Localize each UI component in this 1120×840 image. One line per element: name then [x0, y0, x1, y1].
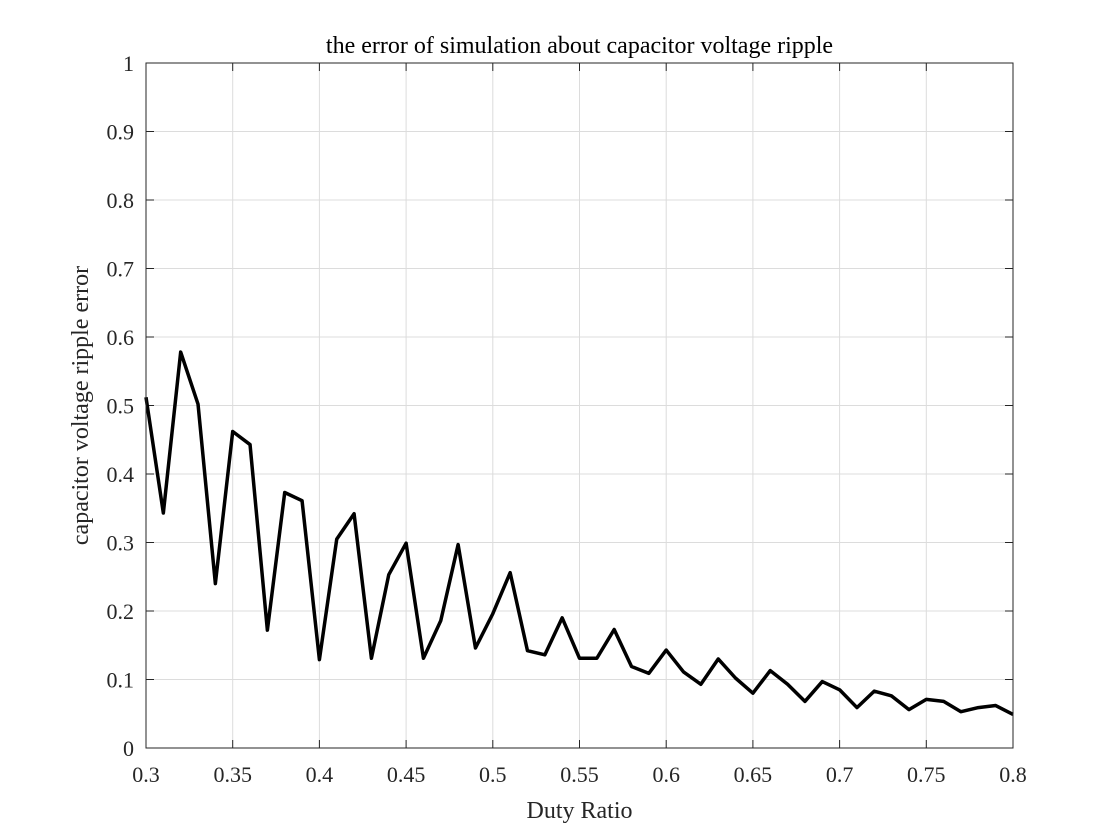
y-tick-label: 1 [123, 51, 134, 76]
x-tick-label: 0.65 [734, 762, 773, 787]
y-tick-label: 0.6 [107, 325, 135, 350]
series-line [144, 350, 1014, 716]
x-tick-label: 0.75 [907, 762, 946, 787]
x-tick-labels: 0.3 0.35 0.4 0.45 0.5 0.55 0.6 0.65 0.7 0.75 0.8 [132, 762, 1027, 787]
x-tick-label: 0.8 [999, 762, 1027, 787]
axes-box [145, 62, 1014, 749]
y-tick-label: 0.1 [107, 668, 135, 693]
grid [145, 62, 1014, 749]
x-axis-label: Duty Ratio [527, 798, 633, 824]
y-tick-label: 0.5 [107, 394, 135, 419]
y-tick-labels: 0 0.1 0.2 0.3 0.4 0.5 0.6 0.7 0.8 0.9 1 [107, 51, 135, 761]
chart-title: the error of simulation about capacitor … [326, 33, 833, 59]
y-tick-label: 0.4 [107, 462, 135, 487]
y-tick-label: 0.8 [107, 188, 135, 213]
y-tick-label: 0 [123, 736, 134, 761]
x-tick-label: 0.7 [826, 762, 854, 787]
y-tick-label: 0.9 [107, 120, 135, 145]
x-tick-label: 0.35 [213, 762, 252, 787]
y-axis-label: capacitor voltage ripple error [68, 266, 94, 545]
y-tick-label: 0.7 [107, 257, 135, 282]
y-tick-label: 0.2 [107, 599, 135, 624]
x-tick-label: 0.4 [306, 762, 334, 787]
y-tick-label: 0.3 [107, 531, 135, 556]
series [144, 350, 1014, 716]
x-tick-label: 0.45 [387, 762, 426, 787]
x-tick-label: 0.3 [132, 762, 160, 787]
x-tick-label: 0.5 [479, 762, 507, 787]
x-tick-label: 0.55 [560, 762, 599, 787]
x-tick-label: 0.6 [652, 762, 680, 787]
